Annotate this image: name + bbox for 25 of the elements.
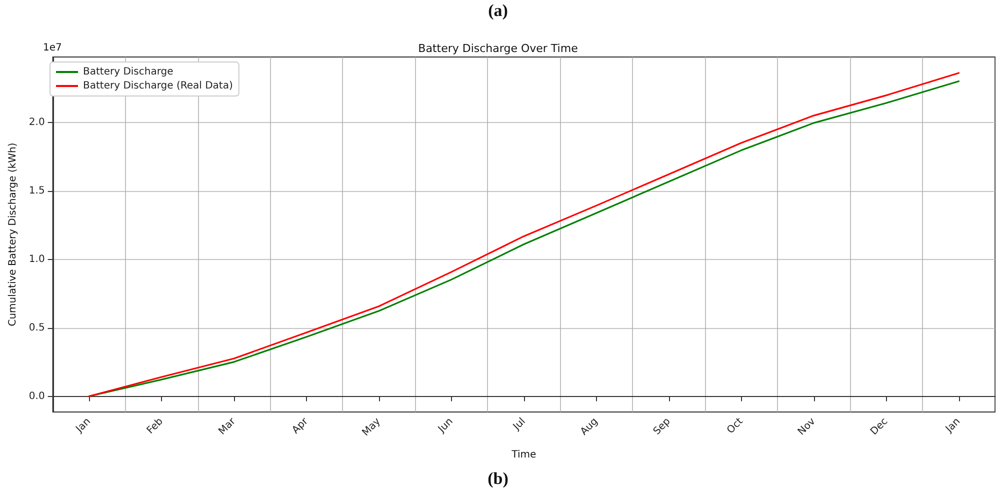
x-tick-label: Feb xyxy=(145,416,166,436)
x-tick-label: Nov xyxy=(796,416,818,438)
y-tick-label: 1.0 xyxy=(28,254,45,265)
y-tick-label: 0.0 xyxy=(28,390,45,402)
x-tick-label: Mar xyxy=(216,415,239,438)
x-tick-label: Apr xyxy=(290,415,311,436)
x-tick-label: Jan xyxy=(74,416,93,436)
legend-label: Battery Discharge (Real Data) xyxy=(83,80,233,92)
x-axis-title: Time xyxy=(510,450,536,460)
x-tick-label: Jun xyxy=(436,416,456,436)
x-tick-label: Sep xyxy=(652,416,673,438)
text: 1e7 xyxy=(43,42,62,54)
text: (a) xyxy=(488,1,508,20)
chart-title: Battery Discharge Over Time xyxy=(418,42,578,55)
x-tick-label: Oct xyxy=(725,416,746,436)
y-tick-label: 1.5 xyxy=(28,186,45,197)
y-axis-title: Cumulative Battery Discharge (kWh) xyxy=(8,142,18,326)
x-tick-label: Aug xyxy=(578,416,600,438)
text: (b) xyxy=(488,469,508,488)
x-tick-label: Jul xyxy=(510,416,528,434)
x-tick-label: Dec xyxy=(868,416,890,438)
y-tick-label: 2.0 xyxy=(28,117,45,128)
x-tick-label: Jan xyxy=(943,416,963,436)
y-tick-label: 0.5 xyxy=(28,322,45,334)
legend-label: Battery Discharge xyxy=(83,66,174,78)
